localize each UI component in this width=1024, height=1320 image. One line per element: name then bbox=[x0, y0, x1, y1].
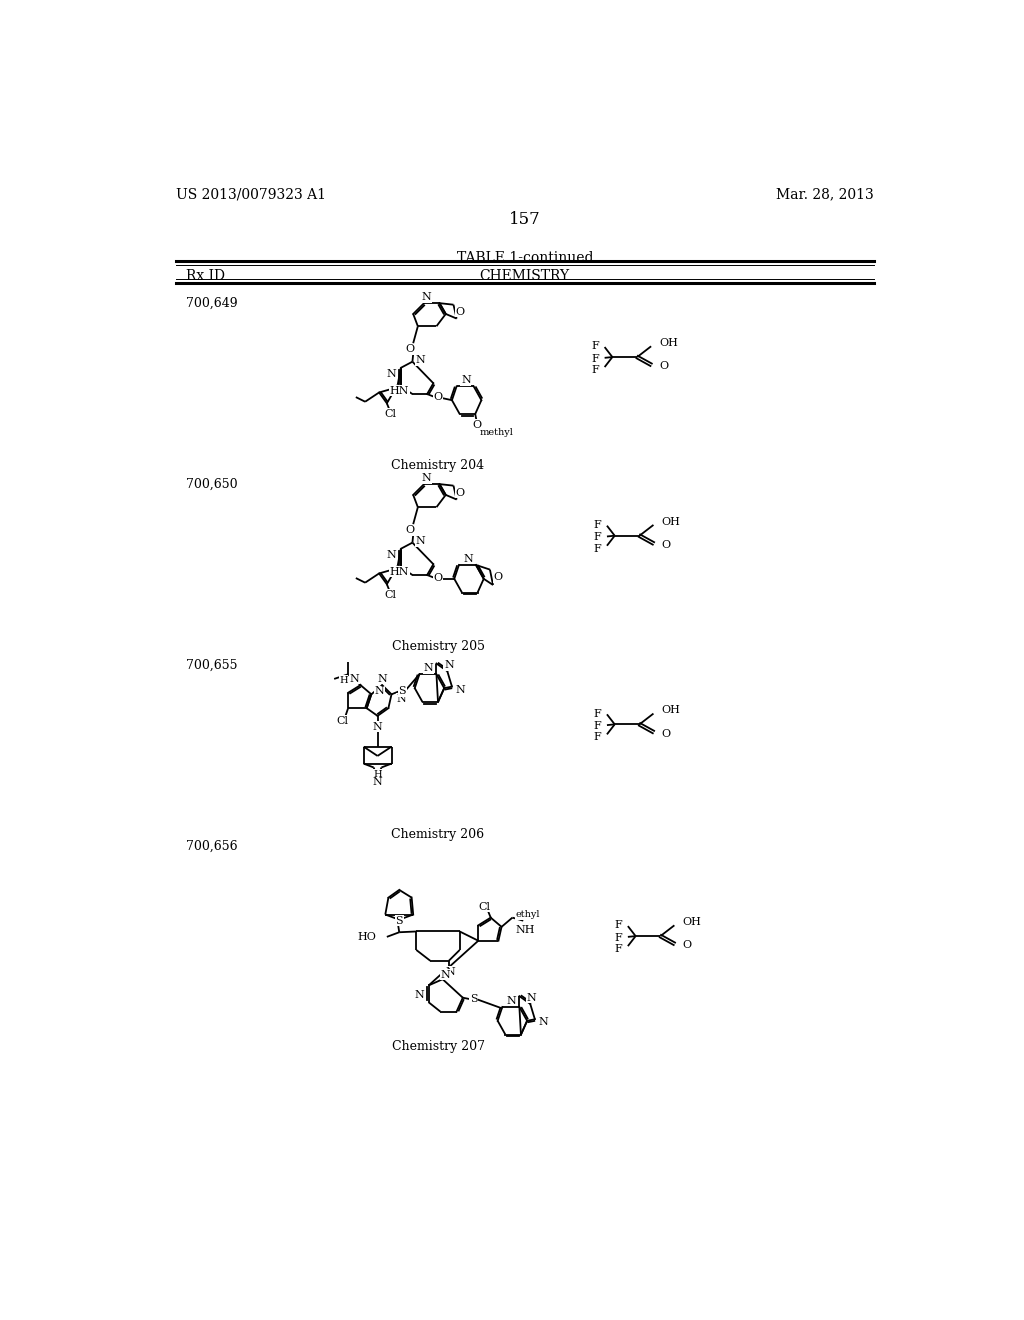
Text: N: N bbox=[386, 370, 396, 379]
Text: O: O bbox=[455, 487, 464, 498]
Text: Chemistry 204: Chemistry 204 bbox=[391, 459, 484, 471]
Text: O: O bbox=[406, 525, 415, 536]
Text: N: N bbox=[424, 663, 433, 673]
Text: OH: OH bbox=[682, 917, 701, 927]
Text: N: N bbox=[445, 966, 456, 977]
Text: N: N bbox=[373, 722, 382, 731]
Text: O: O bbox=[662, 540, 671, 550]
Text: F: F bbox=[614, 920, 623, 931]
Text: S: S bbox=[395, 916, 403, 925]
Text: Rx ID: Rx ID bbox=[186, 269, 225, 284]
Text: OH: OH bbox=[662, 517, 680, 527]
Text: Chemistry 205: Chemistry 205 bbox=[391, 640, 484, 652]
Text: F: F bbox=[594, 709, 601, 718]
Text: N: N bbox=[416, 536, 425, 546]
Text: HN: HN bbox=[389, 566, 409, 577]
Text: HO: HO bbox=[357, 932, 376, 942]
Text: N: N bbox=[422, 292, 431, 302]
Text: S: S bbox=[470, 994, 477, 1005]
Text: O: O bbox=[682, 940, 691, 950]
Text: N: N bbox=[415, 990, 424, 999]
Text: N: N bbox=[375, 686, 384, 696]
Text: ethyl: ethyl bbox=[515, 909, 540, 919]
Text: N: N bbox=[538, 1018, 548, 1027]
Text: US 2013/0079323 A1: US 2013/0079323 A1 bbox=[176, 187, 326, 202]
Text: F: F bbox=[592, 342, 599, 351]
Text: NH: NH bbox=[515, 925, 535, 935]
Text: N: N bbox=[444, 660, 454, 671]
Text: N: N bbox=[422, 473, 431, 483]
Text: F: F bbox=[594, 532, 601, 543]
Text: F: F bbox=[614, 944, 623, 954]
Text: N: N bbox=[527, 993, 537, 1003]
Text: O: O bbox=[494, 573, 502, 582]
Text: OH: OH bbox=[662, 705, 680, 715]
Text: N: N bbox=[463, 554, 473, 564]
Text: methyl: methyl bbox=[480, 428, 514, 437]
Text: O: O bbox=[433, 392, 442, 403]
Text: Chemistry 207: Chemistry 207 bbox=[391, 1040, 484, 1053]
Text: O: O bbox=[472, 420, 481, 430]
Text: O: O bbox=[433, 573, 442, 583]
Text: Cl: Cl bbox=[336, 715, 348, 726]
Text: 700,649: 700,649 bbox=[186, 297, 238, 310]
Text: O: O bbox=[406, 345, 415, 354]
Text: N: N bbox=[441, 970, 451, 979]
Text: N: N bbox=[461, 375, 471, 385]
Text: H: H bbox=[339, 676, 348, 685]
Text: F: F bbox=[614, 933, 623, 942]
Text: CHEMISTRY: CHEMISTRY bbox=[479, 269, 570, 284]
Text: O: O bbox=[455, 306, 464, 317]
Text: Cl: Cl bbox=[384, 590, 396, 601]
Text: N: N bbox=[507, 995, 516, 1006]
Text: 700,655: 700,655 bbox=[186, 659, 238, 672]
Text: H: H bbox=[373, 770, 382, 779]
Text: F: F bbox=[594, 544, 601, 554]
Text: O: O bbox=[658, 362, 668, 371]
Text: Mar. 28, 2013: Mar. 28, 2013 bbox=[776, 187, 873, 202]
Text: Chemistry 206: Chemistry 206 bbox=[391, 829, 484, 841]
Text: N: N bbox=[386, 550, 396, 560]
Text: F: F bbox=[594, 721, 601, 731]
Text: 157: 157 bbox=[509, 211, 541, 228]
Text: N: N bbox=[455, 685, 465, 694]
Text: TABLE 1-continued: TABLE 1-continued bbox=[457, 251, 593, 265]
Text: N: N bbox=[396, 694, 406, 704]
Text: 700,650: 700,650 bbox=[186, 478, 238, 491]
Text: F: F bbox=[594, 520, 601, 529]
Text: HN: HN bbox=[389, 385, 409, 396]
Text: N: N bbox=[349, 675, 359, 684]
Text: F: F bbox=[592, 354, 599, 363]
Text: N: N bbox=[377, 675, 387, 684]
Text: S: S bbox=[398, 686, 407, 696]
Text: Cl: Cl bbox=[478, 902, 490, 912]
Text: F: F bbox=[594, 733, 601, 742]
Text: N: N bbox=[416, 355, 425, 366]
Text: Cl: Cl bbox=[384, 409, 396, 418]
Text: F: F bbox=[592, 366, 599, 375]
Text: 700,656: 700,656 bbox=[186, 840, 238, 853]
Text: N: N bbox=[373, 777, 382, 787]
Text: O: O bbox=[662, 729, 671, 739]
Text: OH: OH bbox=[658, 338, 678, 348]
